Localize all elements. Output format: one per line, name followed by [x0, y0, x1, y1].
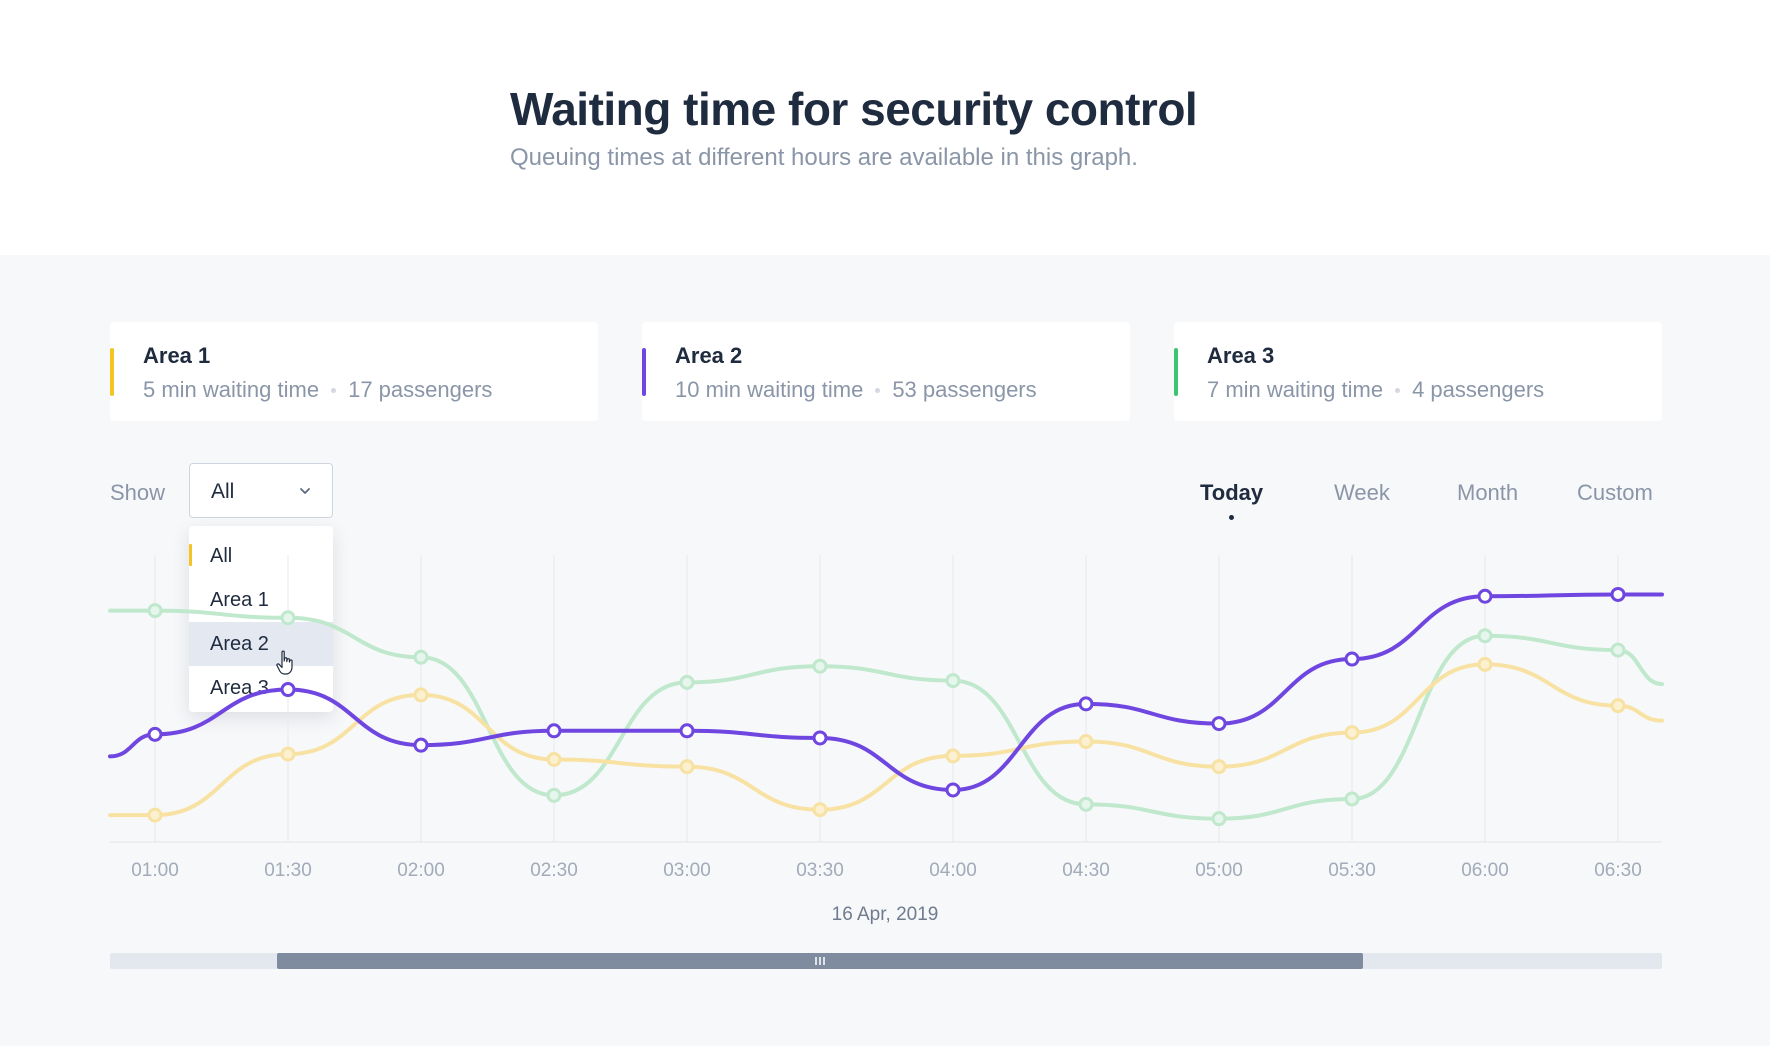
- area-name: Area 3: [1207, 343, 1275, 368]
- x-tick-label: 01:00: [131, 860, 179, 880]
- data-point-area-1: [1610, 698, 1626, 714]
- dropdown-option-area-1[interactable]: Area 1: [189, 578, 333, 622]
- data-point-area-3: [812, 658, 828, 674]
- x-tick-label: 05:30: [1328, 860, 1376, 880]
- x-tick-label: 05:00: [1195, 860, 1243, 880]
- passenger-count: 17 passengers: [348, 377, 493, 402]
- data-point-area-1: [812, 802, 828, 818]
- waiting-time-chart: 01:00 01:30 02:00 02:30 03:00 03:30 04:00 04:30…: [108, 555, 1664, 880]
- header: Waiting time for security control Queuin…: [0, 0, 1770, 255]
- area-color-bar: [642, 348, 646, 396]
- data-point-area-2: [1211, 716, 1227, 732]
- data-point-area-1: [945, 748, 961, 764]
- chart-scrollbar-thumb[interactable]: [277, 953, 1363, 969]
- data-point-area-2: [147, 726, 163, 742]
- data-point-area-2: [1610, 586, 1626, 602]
- data-point-area-2: [280, 682, 296, 698]
- series-line-area-1: [108, 662, 1664, 818]
- area-color-bar: [1174, 348, 1178, 396]
- page-title: Waiting time for security control: [510, 83, 1198, 135]
- separator-dot: [331, 387, 337, 393]
- chevron-down-icon: [300, 488, 310, 494]
- data-point-area-3: [1078, 796, 1094, 812]
- selected-marker: [189, 544, 192, 566]
- data-point-area-3: [1211, 811, 1227, 827]
- data-point-area-3: [1477, 628, 1493, 644]
- data-point-area-3: [147, 603, 163, 619]
- area-name: Area 2: [675, 343, 743, 368]
- data-point-area-1: [1477, 656, 1493, 672]
- data-point-area-2: [1477, 588, 1493, 604]
- series-line-area-2: [108, 592, 1664, 792]
- x-tick-label: 01:30: [264, 860, 312, 880]
- tab-today[interactable]: Today: [1200, 480, 1264, 505]
- x-tick-label: 06:30: [1594, 860, 1642, 880]
- separator-dot: [1395, 387, 1401, 393]
- data-point-area-3: [945, 673, 961, 689]
- data-point-area-1: [147, 807, 163, 823]
- x-tick-label: 02:00: [397, 860, 445, 880]
- data-point-area-1: [546, 751, 562, 767]
- series-line-area-3: [108, 608, 1664, 821]
- data-point-area-3: [546, 787, 562, 803]
- area-meta: 10 min waiting time 53 passengers: [675, 377, 1037, 403]
- data-point-area-2: [945, 782, 961, 798]
- x-tick-label: 06:00: [1461, 860, 1509, 880]
- x-tick-label: 04:30: [1062, 860, 1110, 880]
- show-label: Show: [110, 480, 166, 505]
- x-tick-label: 02:30: [530, 860, 578, 880]
- data-point-area-3: [1610, 642, 1626, 658]
- passenger-count: 53 passengers: [892, 377, 1037, 402]
- data-point-area-2: [679, 723, 695, 739]
- tab-month[interactable]: Month: [1457, 480, 1519, 505]
- data-point-area-1: [280, 746, 296, 762]
- data-point-area-2: [546, 723, 562, 739]
- option-label: Area 1: [210, 589, 269, 611]
- area-card-2[interactable]: Area 2 10 min waiting time 53 passengers: [642, 322, 1130, 421]
- waiting-time: 7 min waiting time: [1207, 377, 1384, 402]
- x-tick-label: 03:30: [796, 860, 844, 880]
- area-meta: 7 min waiting time 4 passengers: [1207, 377, 1544, 403]
- area-name: Area 1: [143, 343, 211, 368]
- data-point-area-1: [1211, 759, 1227, 775]
- area-card-1[interactable]: Area 1 5 min waiting time 17 passengers: [110, 322, 598, 421]
- area-filter-select[interactable]: All: [189, 463, 333, 518]
- hand-pointer-icon: [276, 650, 293, 675]
- area-meta: 5 min waiting time 17 passengers: [143, 377, 492, 403]
- grip-icon: [815, 957, 825, 965]
- separator-dot: [875, 387, 881, 393]
- data-point-area-2: [1078, 696, 1094, 712]
- data-point-area-3: [413, 649, 429, 665]
- data-point-area-2: [812, 730, 828, 746]
- tab-week[interactable]: Week: [1334, 480, 1390, 505]
- area-card-3[interactable]: Area 3 7 min waiting time 4 passengers: [1174, 322, 1662, 421]
- option-label: Area 2: [210, 633, 269, 655]
- passenger-count: 4 passengers: [1412, 377, 1545, 402]
- option-label: All: [210, 545, 233, 567]
- waiting-time: 5 min waiting time: [143, 377, 320, 402]
- area-color-bar: [110, 348, 114, 396]
- chart-date-label: 16 Apr, 2019: [831, 904, 939, 925]
- x-tick-label: 04:00: [929, 860, 977, 880]
- data-point-area-1: [1078, 734, 1094, 750]
- data-point-area-3: [679, 674, 695, 690]
- data-point-area-1: [1344, 725, 1360, 741]
- data-point-area-2: [413, 737, 429, 753]
- data-point-area-3: [1344, 791, 1360, 807]
- dropdown-option-area-2[interactable]: Area 2: [189, 622, 333, 666]
- data-point-area-2: [1344, 651, 1360, 667]
- data-point-area-1: [413, 687, 429, 703]
- page-subtitle: Queuing times at different hours are ava…: [510, 144, 1138, 171]
- data-point-area-3: [280, 610, 296, 626]
- waiting-time: 10 min waiting time: [675, 377, 864, 402]
- select-value: All: [211, 480, 235, 503]
- data-point-area-1: [679, 759, 695, 775]
- active-tab-indicator: [1229, 515, 1234, 520]
- dropdown-option-all[interactable]: All: [189, 534, 333, 578]
- x-tick-label: 03:00: [663, 860, 711, 880]
- tab-custom[interactable]: Custom: [1577, 480, 1653, 505]
